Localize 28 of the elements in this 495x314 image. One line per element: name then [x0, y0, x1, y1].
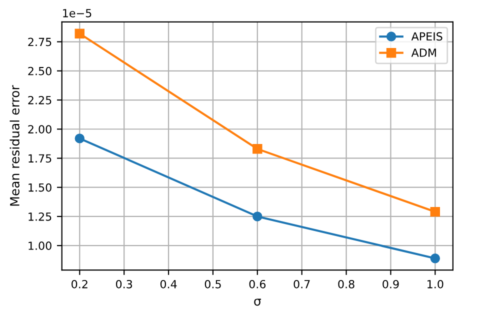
x-tick-label: 0.2	[72, 280, 88, 288]
text: 1e−5	[63, 9, 92, 18]
x-tick-label: 0.4	[160, 280, 177, 288]
x-tick-label: 0.6	[249, 280, 266, 288]
x-tick-label: 1.0	[428, 280, 444, 288]
point	[74, 28, 85, 38]
y-axis-title: Mean residual error	[10, 85, 20, 206]
y-tick-label: 1.75	[28, 154, 52, 163]
x-tick-label: 0.3	[116, 280, 132, 288]
y-tick-label: 2.00	[28, 125, 52, 134]
y-tick-label: 2.75	[28, 38, 52, 46]
legend-label: APEIS	[411, 32, 442, 41]
y-tick-label: 1.25	[28, 212, 52, 221]
y-tick-label: 2.25	[28, 96, 52, 104]
legend-label: ADM	[411, 48, 436, 57]
x-tick-label: 0.9	[382, 280, 399, 288]
x-tick-label: 0.5	[204, 280, 221, 288]
x-axis-title: σ	[254, 298, 261, 306]
point	[74, 134, 85, 144]
point	[430, 254, 440, 264]
y-tick-label: 1.50	[28, 183, 52, 192]
point	[252, 212, 262, 222]
y-tick-label: 2.50	[28, 66, 52, 76]
y-tick-label: 1.00	[28, 242, 52, 250]
point	[252, 144, 262, 154]
x-tick-label: 0.8	[338, 280, 354, 288]
point	[430, 206, 440, 217]
x-tick-label: 0.7	[294, 280, 310, 288]
